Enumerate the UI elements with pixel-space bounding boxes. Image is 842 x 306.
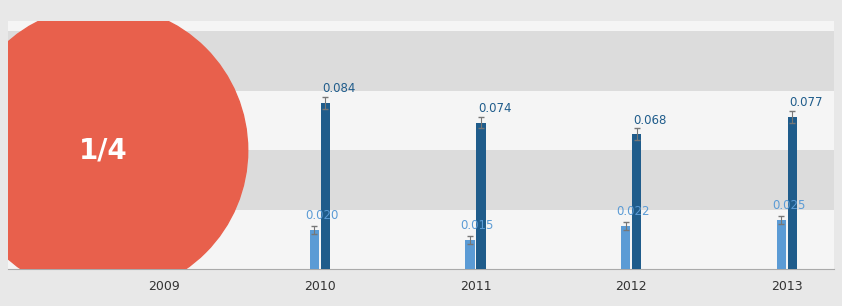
- Text: 0.074: 0.074: [477, 102, 511, 115]
- Text: 0.025: 0.025: [772, 199, 806, 212]
- Bar: [8, 210, 834, 269]
- Bar: [632, 134, 642, 269]
- Text: 0.103: 0.103: [167, 44, 200, 57]
- Bar: [477, 122, 486, 269]
- Ellipse shape: [0, 6, 248, 295]
- Text: 0.020: 0.020: [305, 209, 338, 222]
- Text: 0.015: 0.015: [461, 218, 494, 232]
- Bar: [787, 117, 797, 269]
- Text: 1/4: 1/4: [79, 136, 128, 164]
- Bar: [154, 216, 163, 269]
- Bar: [8, 0, 834, 31]
- Text: 0.022: 0.022: [616, 205, 650, 218]
- Bar: [165, 65, 174, 269]
- Bar: [8, 31, 834, 91]
- Bar: [321, 103, 330, 269]
- Bar: [466, 240, 475, 269]
- Text: 0.068: 0.068: [633, 114, 667, 126]
- Text: 0.027: 0.027: [149, 195, 183, 208]
- Text: 0.084: 0.084: [322, 82, 355, 95]
- Bar: [8, 150, 834, 210]
- Bar: [777, 220, 786, 269]
- Bar: [310, 230, 319, 269]
- Bar: [621, 226, 631, 269]
- Bar: [8, 91, 834, 150]
- Text: 0.077: 0.077: [789, 96, 823, 109]
